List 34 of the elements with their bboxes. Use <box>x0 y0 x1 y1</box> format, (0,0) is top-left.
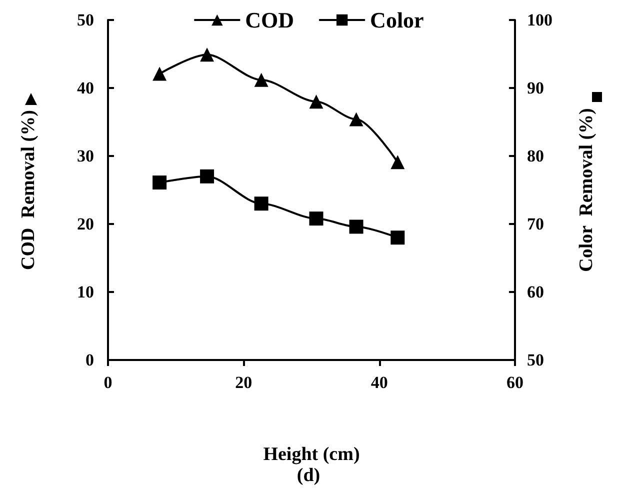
text: (d) <box>296 465 320 486</box>
point <box>200 48 214 62</box>
y2-tick-label: 60 <box>527 282 544 302</box>
x-tick-label: 40 <box>370 373 388 392</box>
x-tick-label: 60 <box>506 373 524 392</box>
y2-tick-label: 90 <box>527 78 544 98</box>
point <box>152 66 167 81</box>
x-axis-title: Height (cm) <box>263 444 360 465</box>
y2-tick-label: 100 <box>527 10 552 30</box>
x-tick-label: 0 <box>104 373 112 392</box>
y-tick-label: 10 <box>77 282 94 302</box>
point <box>200 169 214 184</box>
point <box>349 112 364 126</box>
point <box>152 176 167 190</box>
y-tick-label: 40 <box>77 78 94 98</box>
y2-tick-label: 70 <box>527 214 544 234</box>
y2-tick-label: 50 <box>527 350 544 370</box>
point <box>254 72 268 87</box>
point <box>254 196 268 211</box>
point <box>309 212 324 226</box>
point <box>390 155 405 170</box>
legend-label: Color <box>370 8 424 32</box>
y-tick-label: 20 <box>77 214 94 234</box>
y-tick-label: 0 <box>86 350 94 370</box>
y-axis-title: COD Removal (%) <box>18 110 39 270</box>
point <box>349 220 364 234</box>
point <box>309 94 324 109</box>
point <box>390 230 405 245</box>
x-tick-label: 20 <box>235 373 252 392</box>
legend-label: COD <box>245 8 294 32</box>
y2-tick-label: 80 <box>527 146 544 166</box>
y-tick-label: 50 <box>77 10 94 30</box>
y-tick-label: 30 <box>77 146 94 166</box>
y2-axis-title: Color Removal (%) <box>576 108 597 272</box>
